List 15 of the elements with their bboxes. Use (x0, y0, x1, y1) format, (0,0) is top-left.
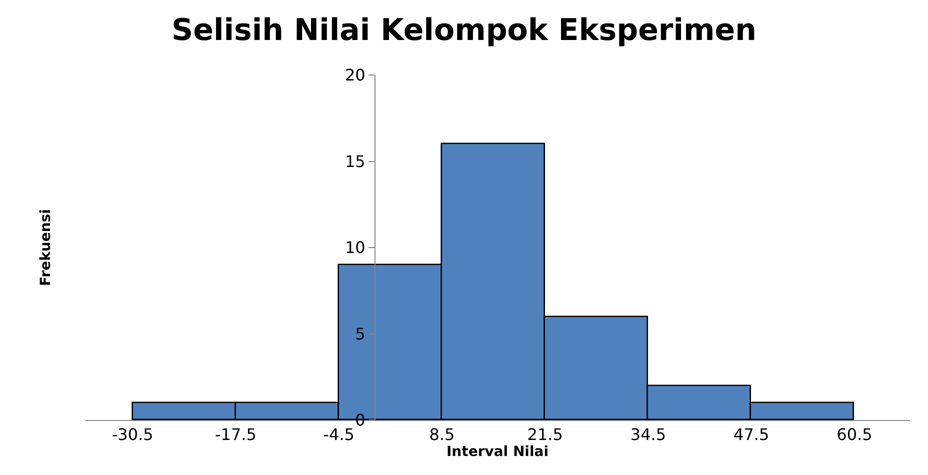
x-tick-label: -4.5 (323, 425, 354, 444)
x-axis-title: Interval Nilai (446, 444, 549, 460)
y-axis-title: Frekuensi (38, 209, 54, 286)
x-tick-label: 34.5 (630, 425, 666, 444)
x-tick-label: -17.5 (215, 425, 256, 444)
y-tick-label: 10 (344, 238, 366, 258)
x-tick-label: 21.5 (527, 425, 563, 444)
x-tick-label: 8.5 (429, 425, 455, 444)
x-tick-label: 60.5 (836, 425, 872, 444)
x-tick-label: -30.5 (112, 425, 154, 444)
y-tick-label: 15 (344, 152, 366, 171)
chart-title: Selisih Nilai Kelompok Eksperimen (172, 13, 756, 48)
y-tick-label: 5 (355, 324, 366, 344)
x-tick-label: 47.5 (734, 425, 770, 444)
y-tick-label: 20 (344, 66, 366, 85)
